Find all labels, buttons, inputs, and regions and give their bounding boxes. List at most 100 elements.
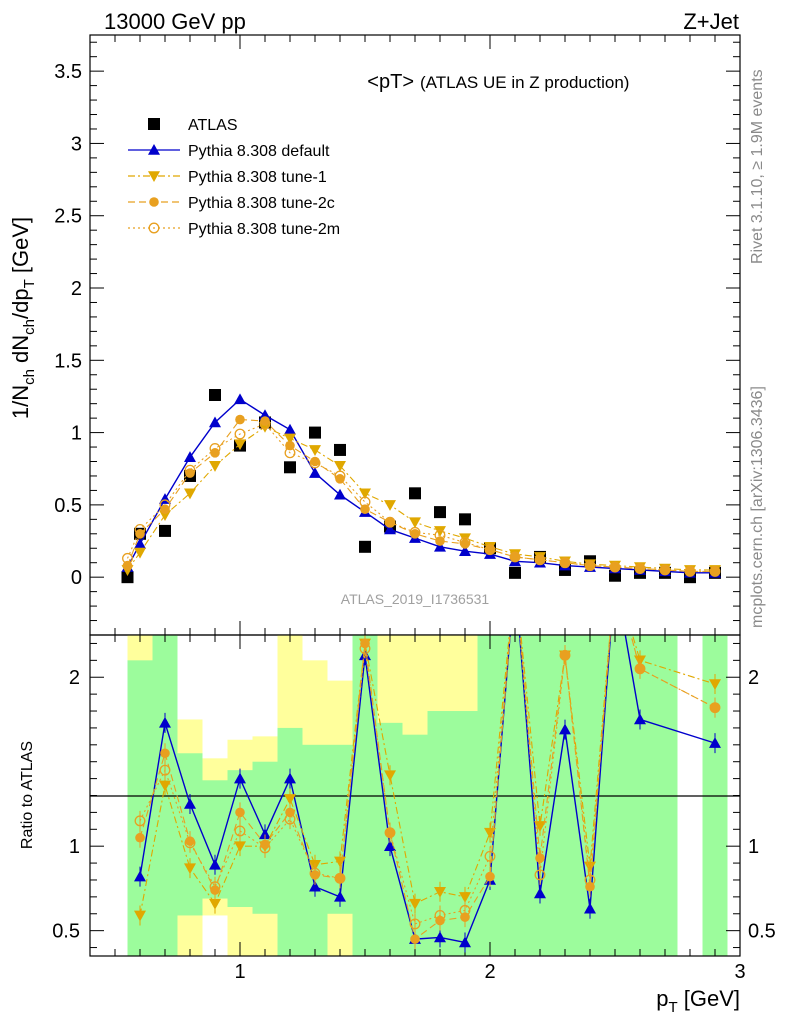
ratio-y-tick-labels: 0.5 0.5 1 1 2 2 <box>52 667 776 942</box>
legend-label: Pythia 8.308 tune-2m <box>188 221 340 238</box>
ratio-data-point <box>634 663 646 675</box>
main-data-point <box>284 447 296 459</box>
ratio-data-point <box>534 869 546 881</box>
ratio-data-point <box>134 815 146 827</box>
main-series-pythia-1 <box>121 393 721 578</box>
ratio-data-point <box>534 887 546 899</box>
ratio-data-point <box>134 870 146 882</box>
ratio-data-point <box>259 842 271 854</box>
main-data-point <box>709 565 721 577</box>
main-data-point <box>384 500 396 511</box>
main-data-point <box>459 545 471 556</box>
legend-label: Pythia 8.308 default <box>188 143 330 160</box>
ratio-series-4 <box>134 635 721 934</box>
main-data-point <box>309 457 321 469</box>
main-y-tick-label: 3.5 <box>54 61 82 83</box>
main-data-point <box>359 488 371 500</box>
ratio-data-point <box>160 748 170 759</box>
ratio-data-point <box>234 825 246 837</box>
legend-marker <box>148 144 160 155</box>
ratio-data-point <box>559 649 571 661</box>
main-data-point <box>209 461 221 472</box>
ratio-data-point <box>384 840 396 851</box>
main-data-point <box>234 428 246 440</box>
main-data-point <box>284 461 296 474</box>
main-y-tick-label: 1.5 <box>54 350 82 372</box>
ratio-plot-panel: 0.5 0.5 1 1 2 2 1 2 3 Ratio to ATLAS <box>19 634 776 983</box>
main-data-point <box>435 536 445 546</box>
main-data-point <box>434 526 446 537</box>
main-data-point <box>335 474 345 484</box>
ratio-data-point <box>410 934 420 944</box>
legend-label: Pythia 8.308 tune-2c <box>188 195 335 212</box>
ratio-data-point <box>134 910 146 922</box>
main-data-point <box>584 560 596 572</box>
main-data-point <box>384 516 396 528</box>
legend-marker <box>148 171 160 182</box>
main-data-point <box>684 565 696 577</box>
main-data-point <box>184 451 196 462</box>
main-data-point <box>234 393 246 405</box>
main-data-point <box>122 552 133 564</box>
main-data-point <box>309 426 321 439</box>
main-y-axis-label: 1/Nch dNch/dpT [GeV] <box>8 217 38 419</box>
ratio-inner-band <box>277 727 303 956</box>
ratio-data-point <box>384 770 396 782</box>
main-data-point <box>209 443 221 454</box>
header-energy-label: 13000 GeV pp <box>104 9 246 34</box>
ratio-data-point <box>184 797 196 809</box>
main-y-tick-label: 2.5 <box>54 206 82 228</box>
legend: ATLAS Pythia 8.308 default Pythia 8.308 tu… <box>128 117 340 238</box>
mcplots-reference-label: mcplots.cern.ch [arXiv:1306.3436] <box>749 386 766 628</box>
ratio-data-point <box>634 713 646 725</box>
ratio-data-point <box>334 856 346 868</box>
ratio-data-point <box>234 772 246 784</box>
main-data-point <box>334 461 346 472</box>
main-series-line <box>126 419 715 572</box>
ratio-plot-frame <box>89 634 741 957</box>
main-data-point <box>184 464 196 476</box>
main-data-point <box>121 571 134 584</box>
ratio-data-point <box>535 853 545 863</box>
main-data-point <box>459 537 471 548</box>
ratio-data-point <box>584 902 596 914</box>
ratio-data-point <box>284 772 296 784</box>
main-data-point <box>284 433 296 445</box>
main-y-tick-labels: 0 0.5 1 1.5 2 2.5 3 3.5 <box>54 61 82 589</box>
ratio-data-point <box>409 918 421 930</box>
main-data-point <box>184 488 196 500</box>
main-data-point <box>234 439 246 451</box>
ratio-series-group <box>134 635 721 953</box>
main-data-point <box>309 445 321 456</box>
main-data-point <box>659 564 671 576</box>
ratio-data-point <box>234 841 246 853</box>
main-data-point <box>209 416 221 428</box>
main-data-point <box>559 557 571 569</box>
main-series-group <box>121 389 721 584</box>
x-tick-label: 1 <box>234 961 245 983</box>
x-axis-label: pT [GeV] <box>656 986 740 1016</box>
legend-label: Pythia 8.308 tune-1 <box>188 169 327 186</box>
x-tick-label: 2 <box>484 961 495 983</box>
ratio-y-tick-label: 1 <box>69 836 80 858</box>
header-process-label: Z+Jet <box>683 9 739 34</box>
ratio-data-point <box>484 850 496 862</box>
ratio-data-point <box>159 716 171 728</box>
main-data-point <box>509 551 521 563</box>
ratio-data-point <box>709 679 721 690</box>
ratio-data-point <box>334 890 346 902</box>
ratio-data-point <box>309 867 321 879</box>
main-y-tick-label: 0 <box>71 567 82 589</box>
ratio-data-point <box>209 858 221 870</box>
ratio-y-axis-label: Ratio to ATLAS <box>19 741 36 849</box>
main-data-point <box>434 540 446 552</box>
main-data-point <box>159 499 171 511</box>
main-data-point <box>235 414 245 425</box>
main-data-point <box>409 487 421 500</box>
ratio-data-point <box>459 904 471 916</box>
legend-marker <box>149 197 159 207</box>
x-tick-labels: 1 2 3 <box>234 961 745 983</box>
main-data-point <box>459 513 471 526</box>
main-data-point <box>284 423 296 435</box>
